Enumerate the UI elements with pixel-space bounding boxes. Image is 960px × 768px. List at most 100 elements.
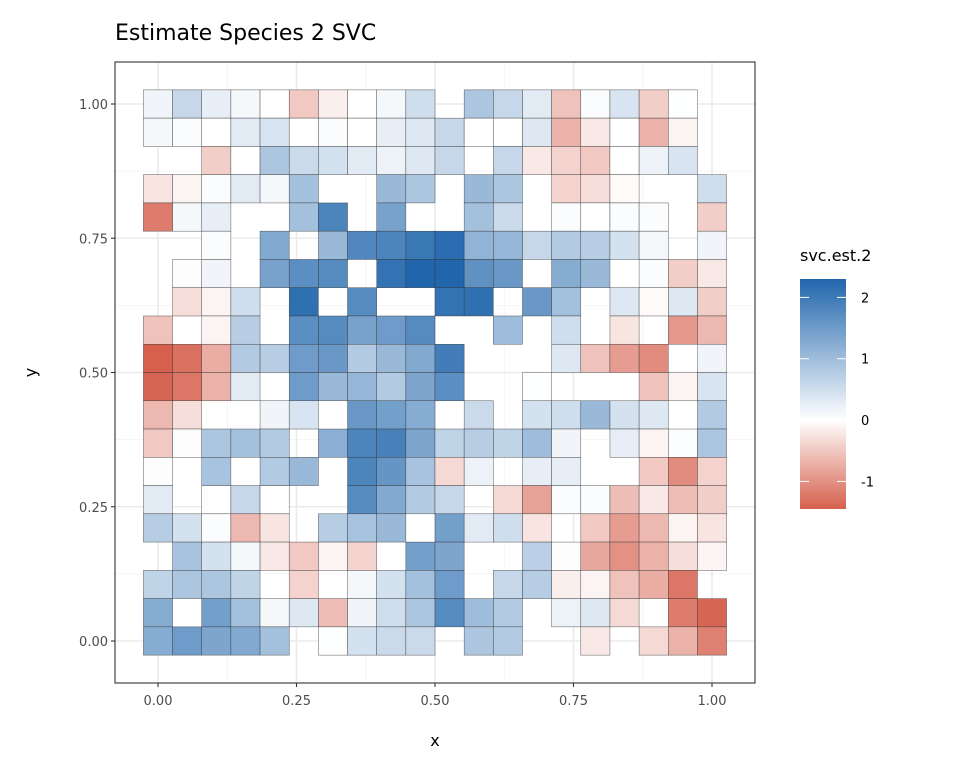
heatmap-cell <box>668 372 698 402</box>
heatmap-cell <box>522 89 552 119</box>
heatmap-cell <box>463 89 494 119</box>
heatmap-cell <box>230 598 261 628</box>
heatmap-cell <box>434 343 465 373</box>
heatmap-cell <box>172 174 202 204</box>
heatmap-cell <box>580 626 611 656</box>
heatmap-cell <box>697 230 727 260</box>
heatmap-cell <box>434 230 465 260</box>
heatmap-cell <box>434 598 465 628</box>
heatmap-cell <box>668 626 698 656</box>
heatmap-cell <box>318 117 348 147</box>
heatmap-cell <box>522 287 552 317</box>
heatmap-cell <box>697 259 727 288</box>
heatmap-cell <box>376 570 407 599</box>
heatmap-cell <box>551 400 582 430</box>
heatmap-cell <box>522 146 552 175</box>
heatmap-cell <box>697 513 727 543</box>
heatmap-cell <box>201 146 232 175</box>
heatmap-cell <box>580 89 611 119</box>
x-tick-label: 0.00 <box>144 694 173 709</box>
heatmap-cell <box>230 343 261 373</box>
heatmap-cell <box>668 428 698 458</box>
heatmap-cell <box>580 259 611 288</box>
heatmap-cell <box>522 400 552 430</box>
heatmap-cell <box>143 372 173 402</box>
heatmap-cell <box>638 146 669 175</box>
heatmap-cell <box>143 598 173 628</box>
heatmap-cell <box>609 315 640 345</box>
heatmap-cell <box>580 117 611 147</box>
heatmap-cell <box>463 513 494 543</box>
heatmap-cell <box>288 372 319 402</box>
heatmap-cell <box>609 230 640 260</box>
heatmap-cell <box>551 117 582 147</box>
heatmap-cell <box>463 174 494 204</box>
heatmap-cell <box>143 174 173 204</box>
heatmap-cell <box>230 89 261 119</box>
heatmap-cell <box>201 259 232 288</box>
heatmap-cell <box>230 315 261 345</box>
heatmap-cell <box>493 259 523 288</box>
heatmap-cell <box>493 428 523 458</box>
heatmap-cell <box>405 457 436 486</box>
heatmap-cell <box>609 343 640 373</box>
heatmap-cell <box>580 570 611 599</box>
y-axis-title: y <box>21 368 40 377</box>
heatmap-cell <box>288 570 319 599</box>
heatmap-cell <box>405 626 436 656</box>
heatmap-cell <box>347 315 377 345</box>
legend-colorbar <box>800 279 846 509</box>
heatmap-cell <box>668 570 698 599</box>
heatmap-cell <box>172 372 202 402</box>
heatmap-cell <box>201 230 232 260</box>
heatmap-cell <box>493 570 523 599</box>
heatmap-cell <box>405 541 436 571</box>
heatmap-cell <box>405 259 436 288</box>
heatmap-cell <box>551 457 582 486</box>
heatmap-cell <box>551 315 582 345</box>
heatmap-cell <box>580 513 611 543</box>
y-tick-label: 0.75 <box>79 232 108 247</box>
heatmap-cell <box>551 428 582 458</box>
heatmap-cell <box>434 485 465 515</box>
heatmap-cell <box>493 315 523 345</box>
heatmap-cell <box>230 146 261 175</box>
heatmap-cell <box>551 89 582 119</box>
heatmap-cell <box>697 626 727 656</box>
heatmap-cell <box>638 626 669 656</box>
y-tick-label: 0.00 <box>79 635 108 650</box>
heatmap-cell <box>143 117 173 147</box>
heatmap-cell <box>493 174 523 204</box>
heatmap-cell <box>405 570 436 599</box>
heatmap-cell <box>668 315 698 345</box>
heatmap-cell <box>143 570 173 599</box>
heatmap-cell <box>609 428 640 458</box>
heatmap-cell <box>405 598 436 628</box>
heatmap-cell <box>638 457 669 486</box>
heatmap-cell <box>259 428 290 458</box>
heatmap-cell <box>609 117 640 147</box>
heatmap-cell <box>288 146 319 175</box>
heatmap-cell <box>697 428 727 458</box>
heatmap-cell <box>580 202 611 232</box>
heatmap-cell <box>318 315 348 345</box>
heatmap-cell <box>376 400 407 430</box>
heatmap-cell <box>376 485 407 515</box>
heatmap-cell <box>376 598 407 628</box>
heatmap-cell <box>668 287 698 317</box>
heatmap-cell <box>668 513 698 543</box>
heatmap-cell <box>463 400 494 430</box>
heatmap-cell <box>697 287 727 317</box>
heatmap-cell <box>259 230 290 260</box>
heatmap-cell <box>259 513 290 543</box>
heatmap-cell <box>405 230 436 260</box>
heatmap-cell <box>609 598 640 628</box>
heatmap-cell <box>493 485 523 515</box>
x-axis-title: x <box>430 731 439 750</box>
heatmap-cell <box>347 372 377 402</box>
heatmap-cell <box>493 117 523 147</box>
heatmap-cell <box>259 400 290 430</box>
heatmap-cell <box>172 259 202 288</box>
heatmap-cell <box>697 485 727 515</box>
heatmap-cell <box>376 259 407 288</box>
